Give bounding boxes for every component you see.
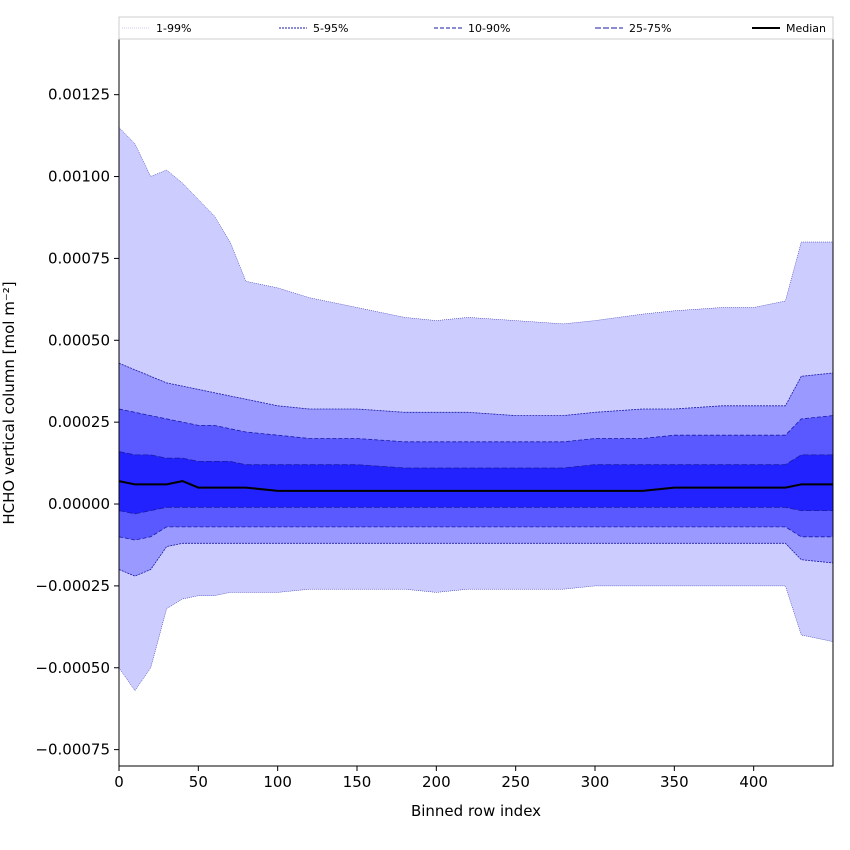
x-tick-label: 300 [581,773,610,791]
y-axis: −0.00075 −0.00050 −0.00025 0.00000 0.00025 0.… [35,86,119,759]
band-1-99-upper-line [118,127,833,325]
band-10-90-lower-line [118,526,833,541]
y-tick-label: −0.00050 [35,659,110,677]
x-axis: 0 50 100 150 200 250 300 350 400 [114,766,768,791]
band-5-95-lower-line [118,542,834,577]
legend: 1-99% 5-95% 10-90% 25-75% Median [118,16,834,40]
band-25-75-upper-line [118,451,833,469]
band-layer [118,127,834,692]
y-tick-label: 0.00125 [48,86,110,104]
x-tick-label: 250 [501,773,530,791]
legend-label-1-99: 1-99% [156,22,191,35]
y-axis-label: HCHO vertical column [mol m⁻²] [0,281,18,524]
legend-label-10-90: 10-90% [468,22,510,35]
y-tick-label: 0.00050 [48,331,110,349]
x-tick-label: 100 [263,773,292,791]
y-tick-label: 0.00100 [48,168,110,186]
y-tick-label: −0.00075 [35,741,110,759]
x-axis-label: Binned row index [411,802,541,820]
y-tick-label: 0.00075 [48,249,110,267]
median-line [118,480,833,492]
y-tick-label: −0.00025 [35,577,110,595]
legend-label-median: Median [786,22,826,35]
legend-box [118,16,834,40]
x-tick-label: 50 [189,773,208,791]
band-5-95-upper-line [118,362,834,417]
y-tick-label: 0.00025 [48,413,110,431]
y-tick-label: 0.00000 [48,495,110,513]
legend-label-25-75: 25-75% [629,22,671,35]
x-tick-label: 200 [422,773,451,791]
x-tick-label: 0 [114,773,124,791]
x-tick-label: 400 [739,773,768,791]
band-25-75-lower-line [118,506,833,515]
median-layer [118,480,833,492]
x-tick-label: 350 [660,773,689,791]
legend-label-5-95: 5-95% [313,22,348,35]
band-10-90-upper-line [118,408,834,443]
band-1-99-lower-line [118,585,834,692]
band-25-75 [119,451,833,514]
band-1-99 [119,127,833,691]
x-tick-label: 150 [343,773,372,791]
